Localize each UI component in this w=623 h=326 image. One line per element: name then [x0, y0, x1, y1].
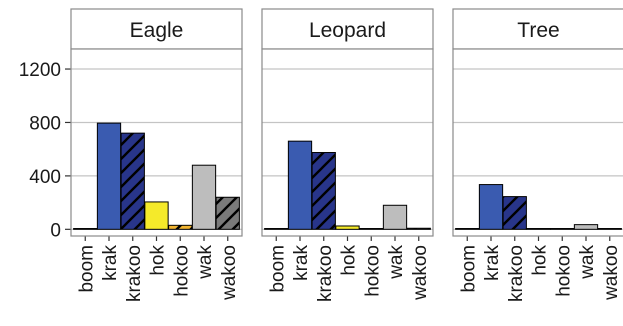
- x-tick-label: krak: [291, 245, 312, 281]
- x-tick-label: boom: [76, 245, 97, 293]
- y-tick-label: 800: [29, 113, 61, 134]
- facet-strip-label: Tree: [517, 19, 559, 42]
- facet-strip-label: Eagle: [130, 19, 184, 42]
- y-tick-label: 1200: [19, 60, 61, 81]
- x-tick-label: wak: [577, 245, 598, 280]
- x-tick-label: wak: [195, 245, 216, 280]
- bar-tree-hokoo: [550, 228, 575, 230]
- panel-border: [70, 48, 243, 237]
- x-tick-label: hokoo: [171, 245, 192, 297]
- facet-strip-label: Leopard: [309, 19, 386, 42]
- facet-strip: [452, 8, 623, 50]
- x-tick-label: hok: [148, 245, 169, 276]
- bar-hatch: [312, 152, 336, 230]
- panel-border: [452, 48, 623, 237]
- facet-tree: Tree boom krak krakoo hok hokoo wak wakoo: [452, 8, 623, 302]
- panel-border: [261, 48, 434, 237]
- facet-eagle: Eagle boom krak krakoo hok hokoo wak wakoo: [70, 8, 243, 302]
- bar-tree-hok: [526, 228, 551, 230]
- bar-leopard-wak: [382, 204, 408, 230]
- bar-hatch: [121, 133, 145, 230]
- x-tick-label: hok: [339, 245, 360, 276]
- x-tick-label: wakoo: [410, 245, 431, 301]
- bar-leopard-hokoo: [359, 228, 384, 230]
- x-tick-label: hokoo: [553, 245, 574, 297]
- bar-leopard-hok: [335, 225, 360, 230]
- x-tick-label: krak: [100, 245, 121, 281]
- x-tick-label: wakoo: [601, 245, 622, 301]
- bar-tree-krak: [478, 184, 504, 230]
- bar-hatch: [216, 197, 240, 230]
- panel-background: [262, 49, 433, 236]
- bar-hatch: [168, 225, 192, 230]
- bar-eagle-wak: [191, 164, 217, 230]
- bar-eagle-boom: [73, 228, 98, 230]
- x-tick-label: wakoo: [219, 245, 240, 301]
- bar-eagle-hok: [144, 201, 169, 230]
- bar-hatch: [503, 196, 527, 230]
- y-tick-label: 400: [29, 167, 61, 188]
- facet-leopard: Leopard boom krak krakoo hok hokoo wak wakoo: [261, 8, 434, 302]
- bar-leopard-boom: [264, 228, 289, 230]
- x-tick-label: krakoo: [124, 245, 145, 302]
- y-tick-label: 0: [50, 220, 61, 241]
- bar-tree-boom: [455, 228, 480, 230]
- y-axis: 0 400 800 1200: [19, 60, 71, 241]
- facet-strip: [70, 8, 243, 50]
- bar-hatch: [598, 228, 622, 230]
- bar-tree-wak: [573, 224, 599, 230]
- x-tick-label: hokoo: [362, 245, 383, 297]
- bar-hatch: [407, 228, 431, 230]
- bar-eagle-krak: [96, 122, 122, 230]
- bar-leopard-krak: [287, 140, 313, 230]
- x-tick-label: wak: [386, 245, 407, 280]
- x-tick-label: krak: [482, 245, 503, 281]
- x-tick-label: krakoo: [506, 245, 527, 302]
- x-tick-label: krakoo: [315, 245, 336, 302]
- x-tick-label: hok: [530, 245, 551, 276]
- panel-background: [453, 49, 623, 236]
- facet-strip: [261, 8, 434, 50]
- x-tick-label: boom: [267, 245, 288, 293]
- x-tick-label: boom: [458, 245, 479, 293]
